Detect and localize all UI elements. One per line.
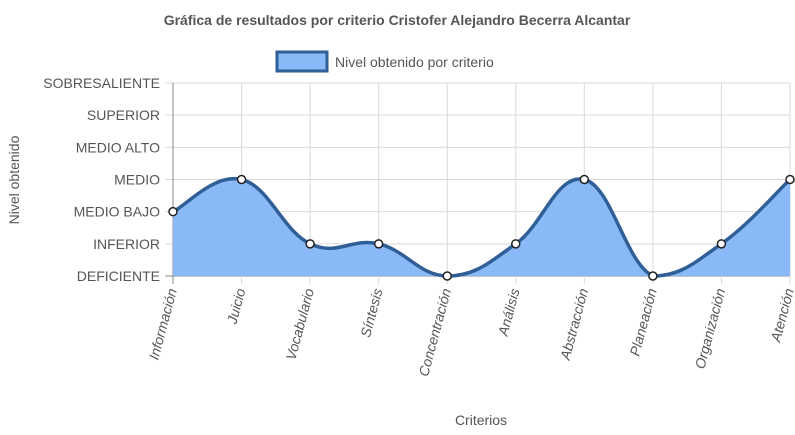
- data-point[interactable]: [511, 239, 521, 249]
- data-point[interactable]: [579, 174, 590, 185]
- series-area: [172, 176, 792, 278]
- x-tick-label: Concentración: [415, 286, 454, 378]
- data-point[interactable]: [305, 239, 315, 249]
- y-tick-label: SUPERIOR: [87, 107, 160, 123]
- x-tick-label: Planeación: [626, 286, 659, 357]
- x-tick-label: Información: [146, 286, 180, 361]
- chart-title: Gráfica de resultados por criterio Crist…: [164, 12, 631, 28]
- data-point[interactable]: [648, 271, 658, 281]
- x-tick-label: Organización: [692, 286, 729, 370]
- x-tick-labels: Información Juicio Vocabulario Síntesis Conc…: [146, 286, 795, 378]
- x-tick-label: Juicio: [223, 286, 248, 326]
- y-tick-labels: DEFICIENTE INFERIOR MEDIO BAJO MEDIO MEDIO A…: [43, 75, 160, 284]
- x-tick-label: Atención: [767, 286, 795, 344]
- y-tick-label: MEDIO BAJO: [74, 204, 160, 220]
- y-tick-label: INFERIOR: [93, 236, 160, 252]
- data-point[interactable]: [236, 174, 247, 185]
- legend-swatch: [275, 50, 329, 73]
- x-axis-label: Criterios: [455, 412, 507, 428]
- x-tick-label: Análisis: [494, 287, 522, 339]
- y-tick-label: SOBRESALIENTE: [43, 75, 160, 91]
- y-tick-label: MEDIO: [114, 172, 160, 188]
- y-axis-label: Nivel obtenido: [6, 135, 22, 224]
- data-points: [168, 174, 795, 281]
- x-tick-label: Abstracción: [557, 286, 592, 362]
- y-tick-label: MEDIO ALTO: [76, 139, 160, 155]
- x-tick-label: Vocabulario: [283, 286, 318, 361]
- y-tick-label: DEFICIENTE: [77, 268, 160, 284]
- series-line: [172, 176, 792, 278]
- data-point[interactable]: [442, 271, 452, 281]
- data-point[interactable]: [168, 206, 178, 217]
- data-point[interactable]: [785, 174, 795, 185]
- legend-label: Nivel obtenido por criterio: [335, 54, 494, 70]
- data-point[interactable]: [373, 239, 384, 249]
- series-area-fill: [173, 178, 790, 276]
- data-point[interactable]: [716, 239, 727, 249]
- legend[interactable]: Nivel obtenido por criterio: [275, 50, 494, 73]
- x-tick-label: Síntesis: [357, 287, 385, 339]
